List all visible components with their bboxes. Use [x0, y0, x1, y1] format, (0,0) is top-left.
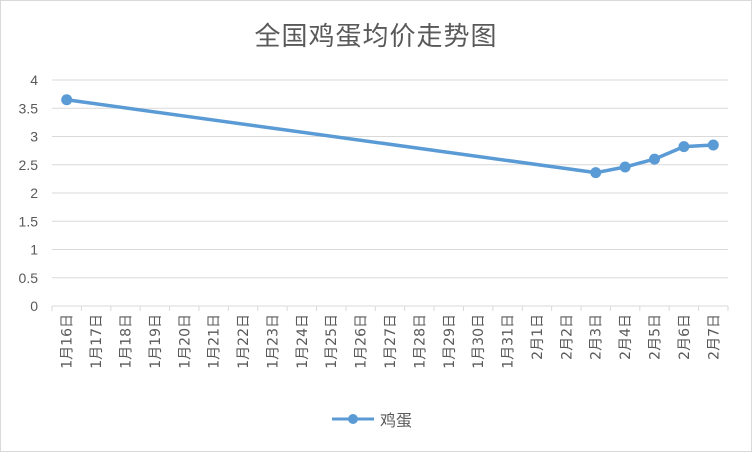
data-point	[707, 139, 719, 151]
x-tick-label: 2月6日	[677, 314, 693, 360]
x-tick-label: 2月2日	[559, 314, 575, 360]
x-tick-label: 1月22日	[236, 314, 252, 369]
x-tick-label: 1月28日	[412, 314, 428, 369]
series-layer	[61, 94, 719, 179]
x-tick-label: 1月24日	[295, 314, 311, 369]
x-tick-label: 2月3日	[589, 314, 605, 360]
x-tick-label: 1月17日	[89, 314, 105, 369]
legend: 鸡蛋	[330, 407, 412, 431]
x-tick-label: 2月4日	[618, 314, 634, 360]
y-tick-label: 3	[30, 129, 38, 145]
x-tick-label: 2月1日	[530, 314, 546, 360]
x-tick-label: 2月5日	[648, 314, 664, 360]
x-axis	[51, 305, 729, 311]
x-tick-label: 1月25日	[324, 314, 340, 369]
legend-label: 鸡蛋	[380, 411, 413, 430]
x-tick-label: 1月23日	[265, 314, 281, 369]
y-tick-label: 2	[30, 185, 38, 201]
data-point	[590, 167, 602, 179]
x-tick-label: 1月18日	[118, 314, 134, 369]
y-axis-ticks: 0 0.5 1 1.5 2 2.5 3 3.5 4	[19, 72, 39, 314]
y-tick-label: 3.5	[19, 100, 39, 116]
x-tick-label: 1月30日	[471, 314, 487, 369]
x-tick-label: 1月31日	[501, 314, 517, 369]
x-tick-label: 1月26日	[354, 314, 370, 369]
x-tick-label: 1月27日	[383, 314, 399, 369]
data-point	[649, 153, 661, 165]
x-tick-label: 2月7日	[706, 314, 722, 360]
data-point	[678, 141, 690, 153]
x-tick-label: 1月19日	[148, 314, 164, 369]
gridlines	[52, 79, 728, 279]
x-tick-label: 1月20日	[177, 314, 193, 369]
y-tick-label: 0	[30, 298, 38, 314]
data-point	[619, 161, 631, 173]
legend-swatch	[332, 414, 374, 424]
y-tick-label: 0.5	[19, 270, 39, 286]
y-tick-label: 2.5	[19, 157, 39, 173]
x-tick-label: 1月16日	[60, 314, 76, 369]
y-tick-label: 4	[30, 72, 38, 88]
y-tick-label: 1	[30, 242, 38, 258]
chart-title: 全国鸡蛋均价走势图	[254, 22, 498, 52]
y-tick-label: 1.5	[19, 213, 39, 229]
x-tick-label: 1月29日	[442, 314, 458, 369]
data-point	[61, 94, 73, 106]
x-axis-ticks: 1月16日 1月17日 1月18日 1月19日 1月20日 1月21日 1月22日 1月23日…	[60, 314, 723, 369]
x-tick-label: 1月21日	[207, 314, 223, 369]
